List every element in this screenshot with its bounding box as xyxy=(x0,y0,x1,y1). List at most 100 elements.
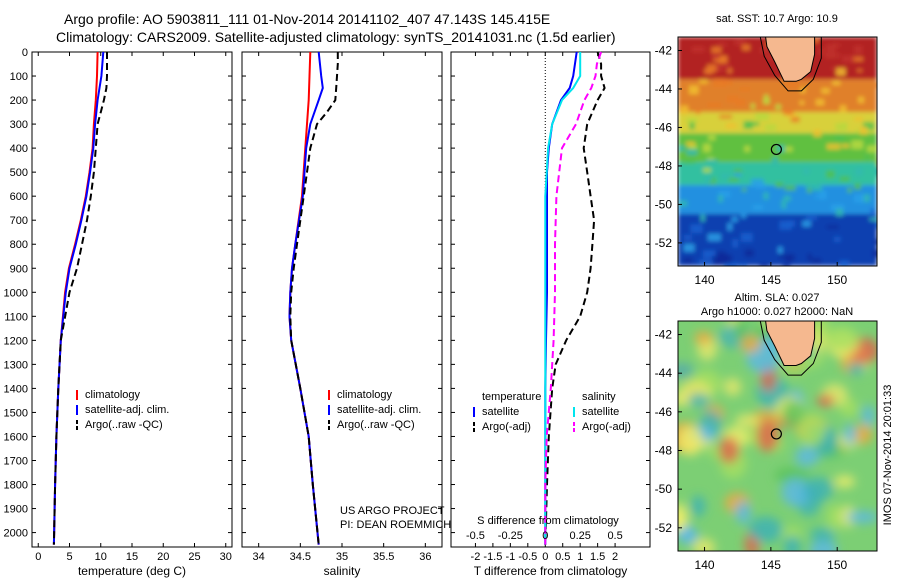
x-tick-label: 35.5 xyxy=(373,551,394,563)
sst-pixel xyxy=(716,64,725,72)
sst-pixel xyxy=(682,257,693,263)
y-tick-label: 1300 xyxy=(4,359,28,371)
sla-eddy xyxy=(783,535,801,551)
map-x-tick-label: 140 xyxy=(695,558,715,572)
series-sal-satellite-line xyxy=(544,52,582,545)
sst-pixel xyxy=(742,44,751,51)
sst-pixel xyxy=(733,168,743,174)
sla-eddy xyxy=(844,510,877,524)
sst-pixel xyxy=(718,195,723,203)
panel-salinity: 34 34.5 35 35.5 36 salinity climatology satelli… xyxy=(241,51,451,578)
sst-pixel xyxy=(870,208,875,217)
sla-eddy xyxy=(781,477,811,507)
sla-eddy xyxy=(678,362,695,378)
sla-eddy xyxy=(691,495,706,518)
x-axis-label-top: S difference from climatology xyxy=(477,515,619,527)
map-frame xyxy=(677,36,878,267)
map-y-tick-label: -48 xyxy=(655,159,673,173)
sst-pixel xyxy=(805,184,820,190)
x-tick-label: 0.5 xyxy=(555,551,570,563)
sst-pixel xyxy=(711,255,721,265)
x-tick-label: 5 xyxy=(66,551,72,563)
sst-pixel xyxy=(775,182,784,188)
sst-pixel xyxy=(832,81,841,85)
sst-pixel xyxy=(814,195,825,199)
legend-label: Argo(..raw -QC) xyxy=(85,419,163,431)
sst-pixel xyxy=(836,67,846,76)
sst-pixel xyxy=(764,124,777,131)
sst-pixel xyxy=(689,121,695,130)
sst-pixel xyxy=(842,55,854,63)
header-line2: Climatology: CARS2009. Satellite-adjuste… xyxy=(56,29,616,45)
sst-pixel xyxy=(744,249,754,257)
x-tick-label-top: 0.25 xyxy=(569,530,590,542)
sst-pixel xyxy=(835,208,844,217)
y-tick-label: 1000 xyxy=(4,287,28,299)
legend-label: satellite-adj. clim. xyxy=(337,404,421,416)
map-y-tick-label: -46 xyxy=(655,405,673,419)
y-tick-label: 800 xyxy=(10,239,28,251)
sst-pixel xyxy=(875,83,877,87)
sst-pixel xyxy=(725,63,731,69)
sst-pixel xyxy=(690,224,703,233)
sst-pixel xyxy=(763,94,769,103)
sst-pixel xyxy=(806,215,817,221)
sst-pixel xyxy=(856,69,863,73)
sst-pixel xyxy=(874,239,877,245)
sst-pixel xyxy=(784,185,796,191)
x-tick-label: -1.5 xyxy=(483,551,502,563)
sst-pixel xyxy=(775,104,782,110)
sst-pixel xyxy=(834,135,845,141)
legend-header-temperature: temperature xyxy=(482,391,541,403)
series-temp-argo-line xyxy=(544,51,606,545)
sla-eddy xyxy=(734,414,760,427)
sst-pixel xyxy=(841,144,850,148)
sst-band xyxy=(678,162,877,186)
sst-pixel xyxy=(854,183,861,190)
x-tick-label: 15 xyxy=(126,551,138,563)
sst-pixel xyxy=(732,239,738,248)
sla-eddy xyxy=(694,331,713,345)
sst-pixel xyxy=(819,190,827,200)
y-tick-label: 700 xyxy=(10,215,28,227)
sst-pixel xyxy=(781,199,787,209)
map-y-tick-label: -52 xyxy=(655,521,673,535)
sst-map-title: sat. SST: 10.7 Argo: 10.9 xyxy=(716,13,838,25)
legend-label: Argo(-adj) xyxy=(582,421,631,433)
series-temp-satellite-line xyxy=(544,51,578,545)
sla-eddy xyxy=(794,446,820,467)
argo-float-marker xyxy=(770,428,782,440)
sst-pixel xyxy=(771,156,779,166)
sst-pixel xyxy=(705,176,713,183)
y-tick-label: 100 xyxy=(10,71,28,83)
sst-pixel xyxy=(695,109,701,114)
sla-eddy xyxy=(797,413,827,446)
sst-pixel xyxy=(782,264,791,266)
y-tick-label: 1900 xyxy=(4,504,28,516)
sla-eddy xyxy=(847,362,865,376)
sst-pixel xyxy=(778,146,793,152)
sst-pixel xyxy=(722,79,733,86)
y-tick-label: 1200 xyxy=(4,335,28,347)
sst-pixel xyxy=(707,102,721,107)
sst-pixel xyxy=(799,100,805,105)
sst-pixel xyxy=(802,220,811,227)
legend-label: Argo(-adj) xyxy=(482,421,531,433)
sst-pixel xyxy=(705,159,718,164)
sst-pixel xyxy=(857,96,865,104)
sst-pixel xyxy=(727,68,733,74)
sst-pixel xyxy=(686,141,696,146)
sla-eddy xyxy=(687,393,710,408)
x-tick-label: 10 xyxy=(95,551,107,563)
legend-label: climatology xyxy=(337,389,393,401)
y-tick-label: 400 xyxy=(10,143,28,155)
sla-eddy xyxy=(781,400,806,427)
sst-pixel xyxy=(727,222,733,231)
sla-eddy xyxy=(808,540,838,551)
sst-pixel xyxy=(678,145,685,152)
sla-eddy xyxy=(833,475,856,488)
y-tick-label: 300 xyxy=(10,119,28,131)
sst-pixel xyxy=(861,194,870,203)
series-climatology-line xyxy=(288,51,320,545)
